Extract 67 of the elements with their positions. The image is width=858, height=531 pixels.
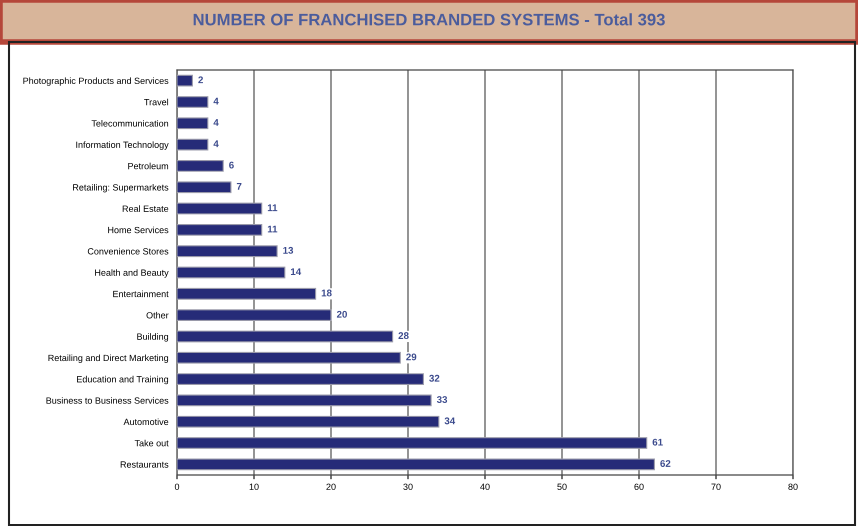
y-tick-label: Travel: [144, 98, 168, 106]
bar: [177, 288, 316, 300]
data-label: 32: [429, 374, 440, 382]
x-tick-label: 40: [480, 484, 490, 490]
bar: [177, 373, 424, 385]
y-tick-label: Entertainment: [113, 290, 169, 298]
bar: [177, 458, 655, 470]
bar: [177, 330, 394, 342]
data-label: 14: [290, 268, 302, 276]
x-tick-label: 60: [634, 484, 644, 490]
y-tick-label: Retailing: Supermarkets: [73, 184, 168, 192]
y-tick-label: Retailing and Direct Marketing: [48, 354, 168, 363]
data-label: 28: [398, 332, 409, 340]
bar: [177, 437, 648, 449]
x-tick-label: 20: [326, 484, 336, 490]
data-label: 7: [236, 183, 242, 190]
data-label: 34: [444, 417, 456, 424]
bar: [177, 352, 401, 364]
y-tick-label: Information Technology: [76, 141, 169, 150]
x-tick-label: 0: [174, 484, 180, 490]
bar: [177, 74, 193, 87]
y-tick-label: Photographic Products and Services: [23, 77, 168, 86]
data-label: 18: [322, 290, 332, 296]
y-tick-label: Business to Business Services: [46, 397, 168, 404]
y-tick-label: Home Services: [108, 226, 168, 234]
data-label: 20: [336, 310, 347, 318]
bar: [177, 138, 208, 150]
y-tick-label: Telecommunication: [92, 120, 168, 127]
chart-title: NUMBER OF FRANCHISED BRANDED SYSTEMS - Total 393: [194, 13, 665, 26]
y-tick-label: Petroleum: [128, 162, 168, 170]
y-tick-label: Real Estate: [122, 205, 168, 212]
bar: [177, 224, 262, 236]
bar: [177, 160, 224, 172]
y-tick-label: Restaurants: [120, 461, 168, 468]
x-tick-label: 30: [403, 484, 413, 490]
data-label: 6: [229, 162, 234, 169]
data-label: 11: [268, 204, 278, 212]
y-tick-label: Health and Beauty: [95, 269, 169, 278]
data-label: 11: [268, 226, 278, 232]
data-label: 61: [652, 438, 663, 446]
x-tick-label: 70: [711, 484, 721, 490]
bar: [177, 416, 440, 428]
data-label: 4: [214, 140, 219, 148]
data-label: 62: [660, 460, 670, 467]
data-label: 4: [214, 98, 219, 104]
data-label: 29: [406, 353, 416, 360]
y-tick-label: Automotive: [124, 418, 168, 426]
bar: [177, 394, 432, 406]
data-label: 2: [198, 76, 203, 84]
y-tick-label: Building: [137, 333, 168, 342]
x-tick-label: 10: [250, 484, 259, 490]
bar: [177, 202, 262, 214]
bar: [177, 181, 232, 194]
bar: [177, 245, 278, 258]
x-tick-label: 80: [788, 484, 798, 490]
y-tick-label: Take out: [134, 440, 169, 446]
bar: [177, 266, 286, 278]
data-label: 4: [214, 119, 219, 126]
bar: [177, 117, 208, 130]
bar: [177, 96, 208, 108]
bar: [177, 309, 332, 322]
y-tick-label: Convenience Stores: [88, 248, 168, 255]
data-label: 33: [436, 396, 448, 404]
y-tick-label: Education and Training: [77, 376, 168, 384]
x-tick-label: 50: [557, 484, 567, 490]
y-tick-label: Other: [146, 312, 169, 318]
data-label: 13: [283, 246, 294, 254]
